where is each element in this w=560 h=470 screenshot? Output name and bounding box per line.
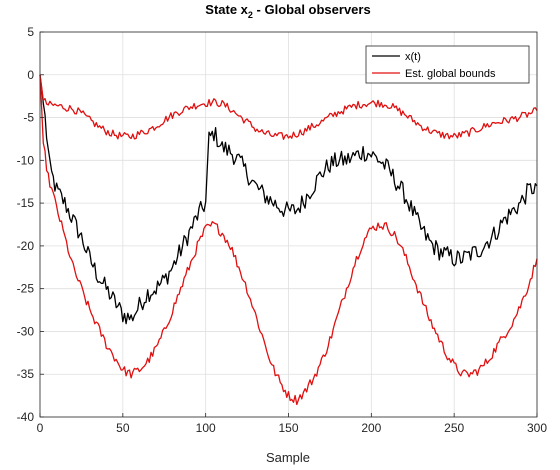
lower-bound-line [39,74,538,406]
legend-label-bounds: Est. global bounds [405,68,496,80]
chart-title-main: State x [205,2,248,17]
x-tick-label: 250 [444,421,464,435]
y-tick-label: -40 [17,410,35,424]
chart-title: State x2 - Global observers [205,2,370,20]
x-tick-label: 200 [361,421,381,435]
legend: x(t) Est. global bounds [365,45,530,84]
legend-label-x: x(t) [405,51,421,63]
x-tick-label: 150 [278,421,298,435]
legend-box [365,45,530,84]
tick-layer: 0 50 100 150 200 250 30050-5-10-15-20-25-30-35… [17,25,548,435]
y-tick-label: -30 [17,324,35,338]
x-tick-label: 300 [527,421,547,435]
y-tick-label: -25 [17,282,35,296]
series-layer [39,74,538,406]
x-tick-label: 0 [37,421,44,435]
x-signal-line [39,74,538,325]
chart-title-subscript: 2 [248,10,253,20]
y-tick-label: -10 [17,153,35,167]
y-tick-label: 5 [27,25,34,39]
upper-bound-line [39,74,538,140]
y-tick-label: 0 [27,68,34,82]
chart-title-suffix: - Global observers [253,2,371,17]
x-tick-label: 50 [116,421,130,435]
y-tick-label: -15 [17,196,35,210]
x-axis-label: Sample [266,450,310,465]
y-tick-label: -5 [23,111,34,125]
x-tick-label: 100 [196,421,216,435]
y-tick-label: -35 [17,367,35,381]
y-tick-label: -20 [17,239,35,253]
